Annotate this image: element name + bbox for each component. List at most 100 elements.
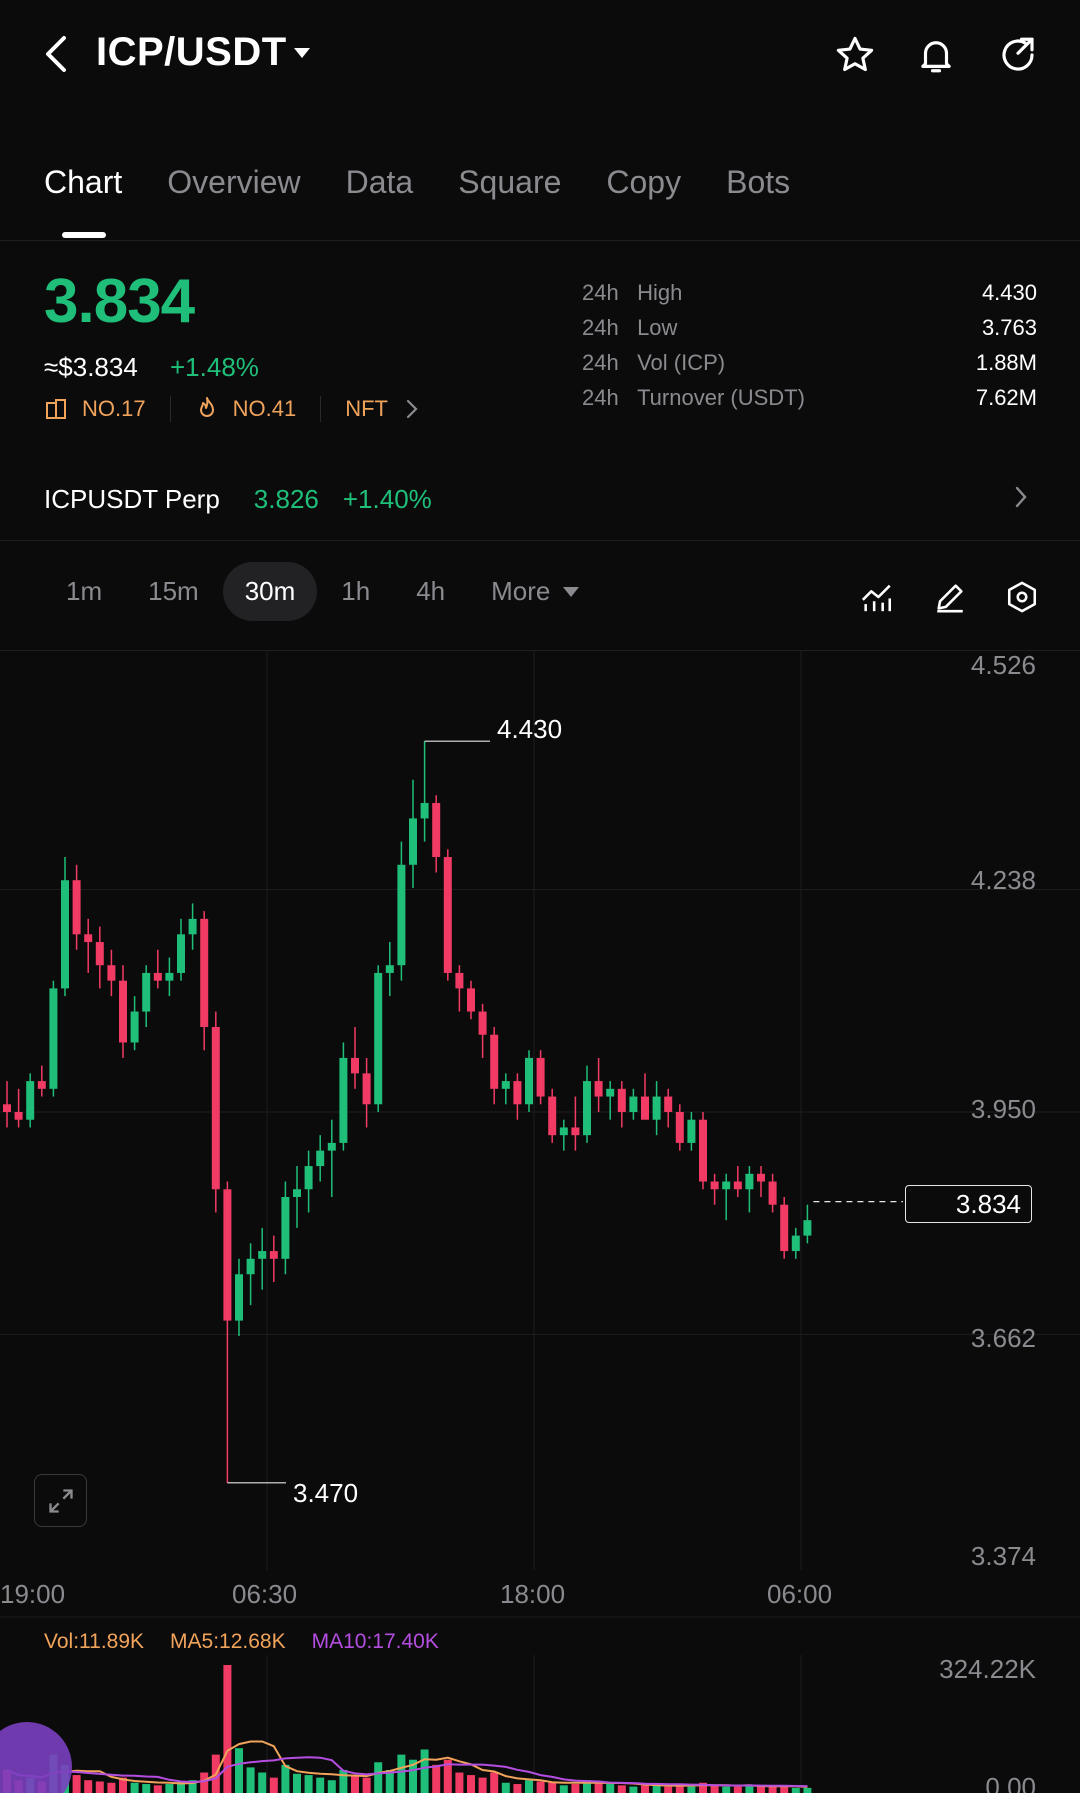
ma10-value: MA10:17.40K (311, 1630, 439, 1653)
stat-period: 24h (582, 350, 619, 375)
stat-value: 7.62M (975, 385, 1037, 410)
divider (0, 650, 1080, 651)
candle-body (374, 972, 383, 1105)
fullscreen-button[interactable] (34, 1474, 87, 1527)
volume-bar (513, 1784, 522, 1793)
back-button[interactable] (40, 32, 76, 76)
candle-body (14, 1112, 23, 1120)
last-price-tag-value: 3.834 (955, 1189, 1021, 1219)
volume-bar (583, 1780, 591, 1793)
volume-bar (710, 1785, 719, 1793)
candle-body (583, 1081, 591, 1136)
perp-chevron[interactable] (1012, 484, 1030, 510)
tab-copy[interactable]: Copy (606, 164, 682, 200)
candle-body (200, 918, 209, 1028)
candle-body (26, 1081, 35, 1120)
nft-link[interactable]: NFT (345, 396, 420, 422)
timeframe-30m[interactable]: 30m (222, 562, 318, 621)
candle-body (455, 972, 464, 989)
favorite-button[interactable] (834, 34, 876, 76)
candle-body (119, 980, 127, 1043)
star-icon (836, 36, 874, 72)
tab-chart[interactable]: Chart (44, 164, 123, 200)
tab-overview[interactable]: Overview (167, 164, 301, 200)
candle-body (177, 934, 185, 973)
candlestick-chart[interactable] (0, 650, 1080, 1793)
perp-change: +1.40% (342, 484, 432, 514)
stat-high: 24h High 4.430 (582, 280, 1037, 315)
volume-max-tick: 324.22K (939, 1654, 1036, 1684)
stats-24h: 24h High 4.430 24h Low 3.763 24h Vol (IC… (582, 280, 1037, 420)
ma5-line (6, 1740, 808, 1788)
approx-usd: ≈$3.834 (44, 352, 138, 382)
timeframe-15m[interactable]: 15m (148, 576, 199, 606)
volume-bar (687, 1786, 696, 1793)
pair-title[interactable]: ICP/USDT (96, 30, 287, 74)
volume-bar (803, 1787, 812, 1793)
stat-turnover: 24h Turnover (USDT) 7.62M (582, 385, 1037, 420)
divider (169, 396, 171, 422)
market-cap-rank[interactable]: NO.17 (44, 396, 146, 422)
perp-price: 3.826 (253, 484, 319, 514)
timeframe-more[interactable]: More (469, 562, 602, 621)
caret-down-icon (294, 48, 310, 58)
candle-body (95, 942, 104, 966)
candle-body (351, 1057, 359, 1074)
settings-button[interactable] (1005, 580, 1039, 614)
volume-bar (409, 1759, 417, 1793)
last-price: 3.834 (44, 267, 195, 336)
volume-bar (652, 1784, 661, 1793)
volume-bar (107, 1782, 116, 1793)
divider (0, 540, 1080, 541)
volume-bar (362, 1777, 371, 1793)
candle-body (467, 988, 475, 1012)
indicators-button[interactable] (860, 580, 894, 614)
perp-row[interactable]: ICPUSDT Perp 3.826 +1.40% (44, 484, 432, 515)
hot-rank[interactable]: NO.41 (195, 396, 296, 422)
volume-bar (664, 1786, 673, 1793)
candle-body (153, 972, 162, 981)
timeframe-1m[interactable]: 1m (66, 576, 103, 606)
tab-bots[interactable]: Bots (726, 164, 791, 200)
alert-button[interactable] (915, 34, 957, 76)
timeframe-1h[interactable]: 1h (341, 576, 371, 606)
share-button[interactable] (997, 34, 1039, 76)
volume-bar (675, 1785, 684, 1793)
bell-icon (921, 41, 951, 73)
candle-body (327, 1142, 336, 1151)
tab-active-indicator (62, 232, 106, 238)
indicator-icon (861, 584, 892, 612)
volume-bar (397, 1754, 406, 1793)
tab-bar: Chart Overview Data Square Copy Bots (44, 164, 835, 201)
high-label: 4.430 (497, 714, 563, 744)
x-tick: 19:00 (0, 1579, 66, 1609)
flame-icon (199, 397, 214, 417)
timeframe-4h[interactable]: 4h (416, 576, 446, 606)
draw-button[interactable] (933, 580, 967, 614)
x-tick: 06:00 (767, 1579, 833, 1609)
volume-bar (351, 1775, 359, 1793)
volume-bar (525, 1780, 533, 1793)
volume-bar (443, 1759, 452, 1793)
candle-body (258, 1251, 267, 1259)
volume-bar (629, 1786, 638, 1793)
candle-body (629, 1096, 638, 1112)
pair-selector[interactable] (292, 46, 312, 60)
volume-bar (478, 1777, 487, 1793)
volume-bar (95, 1781, 104, 1793)
volume-bar (501, 1782, 510, 1793)
tab-data[interactable]: Data (345, 164, 414, 200)
stat-period: 24h (582, 315, 619, 340)
volume-bar (548, 1782, 557, 1793)
volume-bar (374, 1762, 383, 1793)
stat-value: 4.430 (981, 280, 1037, 305)
volume-bar (617, 1785, 626, 1793)
candle-body (385, 965, 394, 973)
volume-bar (385, 1769, 394, 1793)
candle-body (269, 1251, 278, 1259)
tab-square[interactable]: Square (458, 164, 562, 200)
chevron-right-icon (406, 399, 418, 419)
candle-body (559, 1127, 568, 1136)
nft-label: NFT (345, 396, 388, 421)
volume-bar (641, 1785, 649, 1793)
